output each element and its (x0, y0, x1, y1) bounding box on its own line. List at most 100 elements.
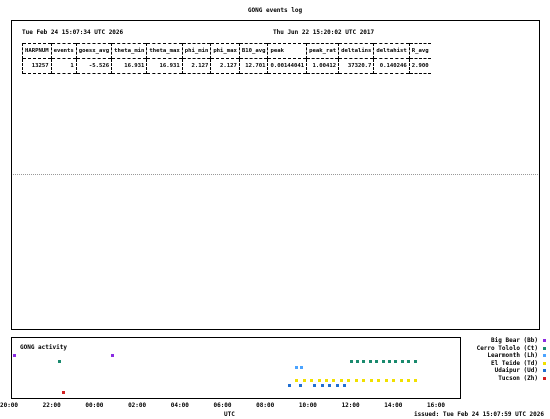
observation-mark (394, 360, 398, 363)
observation-mark (369, 379, 373, 382)
observation-mark (332, 379, 336, 382)
events-log-panel: Tue Feb 24 15:07:34 UTC 2026 Thu Jun 22 … (11, 20, 540, 330)
table-row: 13257 1 -5.526 16.931 16.931 2.127 2.127 12.701… (22, 58, 431, 74)
table-header-events: events (50, 43, 77, 59)
observation-mark (399, 379, 403, 382)
x-tick-label: 14:00 (384, 402, 403, 409)
observation-mark (413, 379, 417, 382)
observation-mark (111, 354, 115, 357)
observation-mark (387, 360, 391, 363)
activity-label: GONG activity (20, 344, 67, 351)
table-body: 13257 1 -5.526 16.931 16.931 2.127 2.127 12.701… (22, 58, 431, 74)
table-header-deltalins: deltalins (338, 43, 374, 59)
observation-mark (320, 384, 324, 387)
page-title: GONG events log (247, 7, 303, 14)
table-header-theta-min: theta_min (111, 43, 147, 59)
x-tick-label: 00:00 (85, 402, 104, 409)
legend-swatch (543, 361, 546, 365)
observation-mark (362, 379, 366, 382)
observation-mark (349, 360, 353, 363)
legend-swatch (543, 369, 546, 372)
observation-mark (381, 360, 385, 363)
table-header-peak: peak (267, 43, 307, 59)
table-cell-events: 1 (50, 58, 77, 74)
table-header-peak-rat: peak_rat (306, 43, 339, 59)
x-tick-label: 10:00 (298, 402, 317, 409)
legend-swatch (543, 354, 546, 357)
observation-mark (287, 384, 291, 387)
x-axis-label: UTC (224, 411, 235, 418)
legend-item: Udaipur (Ud) (494, 367, 538, 374)
table-header-phi-max: phi_max (210, 43, 240, 59)
observation-mark (392, 379, 396, 382)
observation-mark (339, 379, 343, 382)
legend-item: El Teide (Td) (491, 359, 538, 367)
table-header-b10-avg: B10_avg (238, 43, 268, 59)
observation-mark (413, 360, 417, 363)
table-cell-b10-avg: 12.701 (238, 58, 268, 74)
activity-panel: GONG activity (11, 337, 461, 399)
table-cell-theta-max: 16.931 (146, 58, 183, 74)
table-cell-phi-min: 2.127 (181, 58, 211, 74)
table-header-harpnum: HARPNUM (22, 43, 52, 59)
table-cell-theta-min: 16.931 (111, 58, 147, 74)
observation-mark (362, 360, 366, 363)
observation-mark (324, 379, 328, 382)
table-header-deltahist: deltahist (373, 43, 410, 59)
table-cell-phi-max: 2.127 (210, 58, 240, 74)
table-cell-deltalins: 37320.7 (338, 58, 374, 74)
table-cell-deltahist: 0.140246 (373, 58, 410, 74)
legend-item: Cerro Tololo (Ct) (476, 344, 538, 352)
table-header-theta-max: theta_max (146, 43, 183, 59)
observation-mark (300, 366, 304, 369)
legend-swatch (543, 346, 546, 350)
observation-mark (295, 379, 299, 382)
observation-mark (335, 384, 339, 387)
observation-mark (58, 360, 62, 363)
events-table: HARPNUM events goesx_avg theta_min theta_max… (22, 43, 431, 74)
x-tick-label: 08:00 (256, 402, 275, 409)
legend-item: Tucson (Zh) (498, 374, 538, 382)
x-tick-label: 12:00 (341, 402, 360, 409)
legend-item: Big Bear (Bb) (491, 337, 538, 344)
issued-timestamp: issued: Tue Feb 24 15:07:59 UTC 2026 (413, 411, 544, 418)
x-tick-label: 06:00 (213, 402, 232, 409)
table-cell-r-avg: 2.900 (408, 58, 431, 74)
table-cell-goesx-avg: -5.526 (75, 58, 112, 74)
observation-mark (328, 384, 332, 387)
table-header-phi-min: phi_min (181, 43, 211, 59)
observation-mark (317, 379, 321, 382)
observation-mark (375, 360, 379, 363)
observation-mark (13, 354, 17, 357)
observation-mark (62, 391, 66, 394)
x-tick-label: 20:00 (0, 402, 19, 409)
observation-mark (343, 384, 347, 387)
table-cell-peak: 0.00144041 (267, 58, 307, 74)
observation-mark (377, 379, 381, 382)
observation-mark (355, 360, 359, 363)
table-cell-harpnum: 13257 (22, 58, 52, 74)
observation-mark (347, 379, 351, 382)
table-header-r-avg: R_avg (408, 43, 431, 59)
observation-mark (407, 360, 411, 363)
legend-swatch (543, 339, 546, 342)
observation-mark (400, 360, 404, 363)
observation-mark (384, 379, 388, 382)
observation-mark (368, 360, 372, 363)
table-header-row: HARPNUM events goesx_avg theta_min theta_max… (22, 43, 431, 59)
observation-mark (299, 384, 303, 387)
divider-line (13, 174, 538, 175)
observation-timestamp: Thu Jun 22 15:20:02 UTC 2017 (273, 29, 375, 36)
observation-mark (407, 379, 411, 382)
x-tick-label: 02:00 (128, 402, 147, 409)
legend-swatch (543, 376, 546, 380)
x-tick-label: 22:00 (42, 402, 61, 409)
observation-mark (302, 379, 306, 382)
observation-mark (354, 379, 358, 382)
x-tick-label: 16:00 (426, 402, 446, 409)
table-cell-peak-rat: 1.00412 (306, 58, 339, 74)
legend-item: Learmonth (Lh) (487, 352, 538, 359)
generated-timestamp: Tue Feb 24 15:07:34 UTC 2026 (22, 29, 124, 36)
observation-mark (310, 379, 314, 382)
table-header-goesx-avg: goesx_avg (75, 43, 112, 59)
